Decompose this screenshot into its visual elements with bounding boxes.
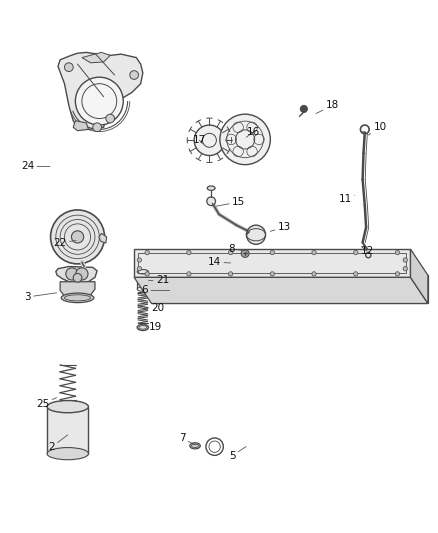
Circle shape (403, 258, 407, 262)
Text: 17: 17 (193, 135, 206, 146)
Circle shape (270, 251, 275, 255)
Text: 22: 22 (53, 238, 76, 247)
Circle shape (312, 251, 316, 255)
Circle shape (66, 268, 78, 280)
Ellipse shape (137, 325, 148, 330)
Polygon shape (73, 120, 88, 131)
Polygon shape (152, 275, 428, 303)
Text: 3: 3 (24, 292, 57, 302)
Circle shape (229, 272, 233, 276)
Text: 5: 5 (229, 447, 246, 461)
Circle shape (73, 273, 82, 282)
Circle shape (187, 251, 191, 255)
Circle shape (106, 114, 115, 123)
Text: 20: 20 (144, 303, 165, 313)
Circle shape (207, 197, 215, 206)
Text: 19: 19 (142, 321, 162, 332)
Circle shape (395, 251, 399, 255)
Polygon shape (99, 233, 107, 243)
Circle shape (247, 225, 265, 244)
Circle shape (137, 258, 141, 262)
Ellipse shape (137, 287, 148, 292)
Polygon shape (134, 249, 410, 277)
Ellipse shape (190, 443, 200, 449)
Bar (47, 407, 88, 454)
Circle shape (76, 268, 88, 280)
Circle shape (395, 272, 399, 276)
Circle shape (194, 125, 225, 156)
Circle shape (270, 272, 275, 276)
Circle shape (187, 272, 191, 276)
Circle shape (64, 63, 73, 71)
Polygon shape (82, 52, 110, 63)
Ellipse shape (207, 186, 215, 190)
Circle shape (71, 231, 84, 243)
Text: 21: 21 (148, 276, 169, 286)
Text: 7: 7 (179, 433, 196, 445)
Text: 16: 16 (246, 126, 261, 138)
Circle shape (312, 272, 316, 276)
Text: 11: 11 (339, 194, 355, 204)
Circle shape (50, 210, 105, 264)
Circle shape (229, 251, 233, 255)
Ellipse shape (47, 448, 88, 460)
Ellipse shape (47, 400, 88, 413)
Polygon shape (134, 277, 428, 303)
Text: 25: 25 (36, 398, 57, 409)
Ellipse shape (61, 293, 94, 303)
Circle shape (145, 272, 149, 276)
Text: 12: 12 (360, 246, 374, 256)
Text: 2: 2 (48, 435, 68, 452)
Text: 13: 13 (270, 222, 291, 232)
Ellipse shape (137, 270, 148, 274)
Text: 24: 24 (21, 161, 50, 172)
Circle shape (353, 272, 358, 276)
Circle shape (220, 114, 270, 165)
Text: 10: 10 (368, 122, 387, 135)
Text: 8: 8 (229, 244, 248, 254)
Text: 15: 15 (216, 197, 245, 207)
Circle shape (75, 77, 123, 125)
Polygon shape (58, 52, 143, 130)
Circle shape (130, 71, 138, 79)
Polygon shape (60, 282, 95, 298)
Text: 6: 6 (142, 286, 170, 295)
Circle shape (145, 251, 149, 255)
Circle shape (93, 123, 102, 132)
Polygon shape (56, 266, 97, 284)
Polygon shape (410, 249, 428, 303)
Circle shape (353, 251, 358, 255)
Text: 18: 18 (316, 100, 339, 114)
Circle shape (241, 249, 249, 257)
Circle shape (300, 106, 307, 112)
Circle shape (137, 266, 141, 271)
Circle shape (403, 266, 407, 271)
Bar (137, 272, 148, 289)
Text: 14: 14 (208, 257, 231, 267)
